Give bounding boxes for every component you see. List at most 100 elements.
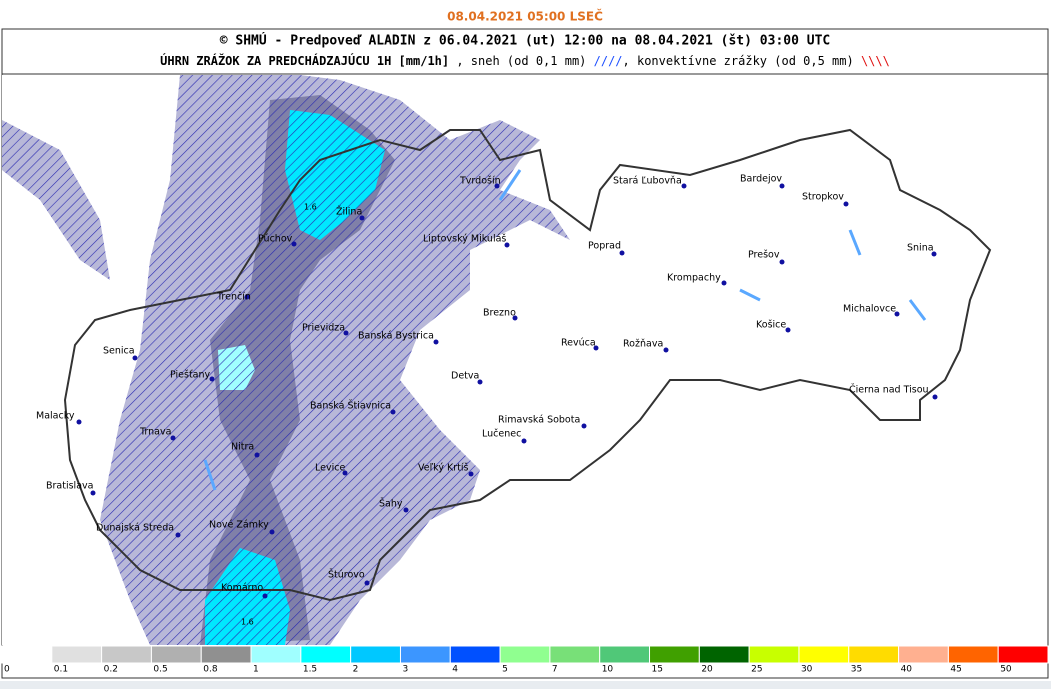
title-part: //// bbox=[594, 54, 623, 68]
city-dot bbox=[291, 241, 297, 247]
header-date: 08.04.2021 05:00 LSEČ bbox=[447, 9, 603, 24]
city-dot bbox=[785, 327, 791, 333]
scale-cell bbox=[499, 645, 551, 664]
title-part: , sneh (od 0,1 mm) bbox=[449, 54, 594, 68]
city-label: Trnava bbox=[139, 427, 171, 438]
city-label: Krompachy bbox=[667, 273, 721, 284]
scale-cell bbox=[101, 645, 152, 664]
city-label: Malacky bbox=[36, 411, 75, 422]
city-label: Piešťany bbox=[170, 370, 211, 381]
city-dot bbox=[433, 339, 439, 345]
snow-hatch bbox=[95, 75, 570, 645]
city-label: Banská Štiavnica bbox=[310, 400, 391, 412]
city-dot bbox=[663, 347, 669, 353]
city-dot bbox=[343, 330, 349, 336]
city-dot bbox=[721, 280, 727, 286]
city-dot bbox=[779, 259, 785, 265]
city-label: Snina bbox=[907, 243, 934, 254]
city-dot bbox=[132, 355, 138, 361]
scale-cell bbox=[300, 645, 352, 664]
scale-label: 30 bbox=[801, 665, 813, 675]
city-label: Nitra bbox=[231, 442, 254, 453]
scale-cell bbox=[599, 645, 651, 664]
scale-cell bbox=[200, 645, 252, 664]
scale-cell bbox=[250, 645, 302, 664]
city-label: Senica bbox=[103, 346, 135, 357]
scale-cell bbox=[549, 645, 601, 664]
city-dot bbox=[581, 423, 587, 429]
scale-cell bbox=[947, 645, 999, 664]
cities: Tvrdošín Stará Ľubovňa Bardejov Stropkov Žil… bbox=[36, 174, 938, 627]
scale-label: 0.1 bbox=[54, 665, 68, 675]
scale-label: 3 bbox=[402, 665, 408, 675]
bottom-bar bbox=[0, 681, 1051, 689]
scale-cell bbox=[997, 645, 1049, 664]
city-label: Poprad bbox=[588, 241, 621, 252]
scale-cell bbox=[848, 645, 900, 664]
city-dot bbox=[779, 183, 785, 189]
city-dot bbox=[403, 507, 409, 513]
scale-cell bbox=[449, 645, 501, 664]
city-dot bbox=[477, 379, 483, 385]
city-label: Banská Bystrica bbox=[358, 331, 434, 342]
city-label: Tvrdošín bbox=[459, 176, 501, 187]
city-label: Prievidza bbox=[302, 323, 345, 334]
color-scale: 0 0.1 0.2 0.5 0.8 1 1.5 2 3 4 5 7 10 15 20 25 30 35 40 45 50 bbox=[1, 645, 1049, 675]
scale-label: 7 bbox=[552, 665, 558, 675]
scale-label: 45 bbox=[950, 665, 961, 675]
city-dot bbox=[269, 529, 275, 535]
city-label: Bardejov bbox=[740, 174, 782, 185]
city-dot bbox=[894, 311, 900, 317]
city-dot bbox=[468, 471, 474, 477]
scale-label: 0 bbox=[4, 665, 10, 675]
city-dot bbox=[76, 419, 82, 425]
city-label: Revúca bbox=[561, 338, 596, 349]
city-dot bbox=[244, 294, 250, 300]
city-label: Púchov bbox=[258, 234, 293, 245]
city-dot bbox=[262, 593, 268, 599]
snow-hatch bbox=[200, 95, 395, 645]
snow-hatch bbox=[2, 120, 110, 280]
scale-label: 50 bbox=[1000, 665, 1012, 675]
scale-cell bbox=[1, 645, 53, 664]
city-label: Trenčín bbox=[216, 292, 251, 303]
scale-cell bbox=[150, 645, 202, 664]
city-label: Čierna nad Tisou bbox=[849, 384, 929, 396]
city-dot bbox=[359, 215, 365, 221]
scale-label: 0.5 bbox=[153, 665, 167, 675]
city-dot bbox=[681, 183, 687, 189]
scale-label: 0.8 bbox=[203, 665, 218, 675]
scale-cell bbox=[399, 645, 451, 664]
city-dot bbox=[843, 201, 849, 207]
city-dot bbox=[619, 250, 625, 256]
title-line1: © SHMÚ - Predpoveď ALADIN z 06.04.2021 (… bbox=[220, 33, 830, 49]
city-dot bbox=[504, 242, 510, 248]
city-label: Košice bbox=[756, 320, 786, 331]
city-label: Šahy bbox=[379, 498, 403, 510]
city-label: Rimavská Sobota bbox=[498, 415, 580, 426]
city-label: Brezno bbox=[483, 308, 516, 319]
scale-label: 4 bbox=[452, 665, 458, 675]
city-label: Michalovce bbox=[843, 304, 896, 315]
city-dot bbox=[364, 580, 370, 586]
country-border bbox=[63, 128, 992, 602]
title-part: , konvektívne zrážky (od 0,5 mm) bbox=[623, 54, 861, 68]
city-label: Veľký Krtíš bbox=[418, 463, 468, 474]
city-label: Nové Zámky bbox=[209, 520, 269, 531]
scale-cell bbox=[898, 645, 949, 664]
city-dot bbox=[175, 532, 181, 538]
title-part: ÚHRN ZRÁŽOK ZA PREDCHÁDZAJÚCU 1H [mm/1h] bbox=[160, 53, 449, 68]
lakes bbox=[203, 169, 927, 491]
city-dot bbox=[254, 452, 260, 458]
scale-label: 1.5 bbox=[303, 665, 317, 675]
city-label: Prešov bbox=[748, 250, 780, 261]
city-dot bbox=[932, 394, 938, 400]
city-label: Bratislava bbox=[46, 481, 93, 492]
scale-label: 1 bbox=[253, 665, 259, 675]
city-label: Lučenec bbox=[482, 429, 521, 440]
scale-label: 10 bbox=[602, 665, 614, 675]
city-label: Liptovský Mikuláš bbox=[423, 234, 506, 245]
scale-cell bbox=[649, 645, 700, 664]
